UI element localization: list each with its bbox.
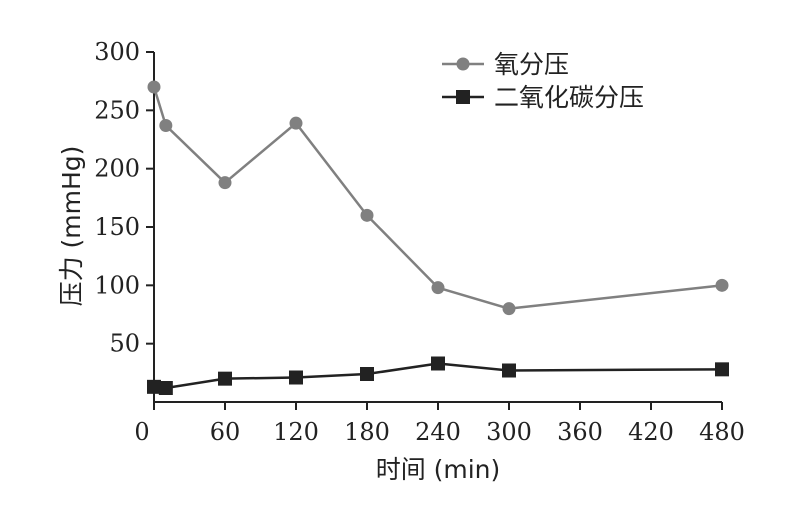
point-co2-0	[147, 379, 161, 394]
legend-label-co2: 二氧化碳分压	[494, 83, 644, 112]
point-oxygen-120	[289, 116, 303, 130]
series-line-co2	[153, 362, 723, 390]
x-tick-label-420: 420	[628, 418, 674, 446]
x-tick-label-120: 120	[273, 418, 319, 446]
y-tick-label-50: 50	[109, 330, 140, 358]
x-ticks: 0 60 120 180 240 300 360 420 480	[134, 402, 745, 446]
point-oxygen-10	[159, 119, 173, 132]
x-tick-label-360: 360	[557, 418, 603, 446]
x-tick-label-60: 60	[210, 418, 241, 446]
legend: 氧分压 二氧化碳分压	[442, 50, 644, 112]
point-co2-10	[158, 381, 173, 395]
y-axis-title: 压力 (mmHg)	[57, 146, 86, 307]
point-oxygen-240	[431, 281, 445, 295]
x-axis-title: 时间 (min)	[376, 455, 501, 484]
legend-marker-co2	[456, 90, 470, 104]
y-tick-label-150: 150	[94, 213, 140, 241]
y-ticks: 50 100 150 200 250 300	[94, 38, 154, 358]
y-tick-label-200: 200	[94, 155, 140, 183]
legend-marker-oxygen	[456, 57, 470, 71]
point-oxygen-0	[147, 80, 161, 94]
series-line-oxygen	[152, 86, 723, 310]
axes: 50 100 150 200 250 300 0 60 120 180 240 300 360 420 4…	[94, 38, 745, 446]
point-co2-180	[360, 367, 374, 381]
point-co2-60	[218, 371, 232, 386]
y-tick-label-100: 100	[94, 271, 140, 299]
point-co2-300	[502, 363, 516, 378]
x-tick-label-480: 480	[699, 418, 745, 446]
point-co2-120	[289, 370, 303, 385]
point-oxygen-480	[715, 278, 729, 292]
series-layer	[147, 80, 729, 395]
y-tick-label-300: 300	[94, 38, 140, 66]
point-oxygen-300	[502, 302, 516, 316]
legend-label-oxygen: 氧分压	[494, 50, 569, 79]
x-tick-label-240: 240	[415, 418, 461, 446]
point-oxygen-60	[218, 176, 232, 190]
x-tick-label-300: 300	[486, 418, 532, 446]
point-co2-240	[431, 356, 445, 371]
point-oxygen-180	[360, 208, 374, 222]
y-tick-label-250: 250	[94, 96, 140, 124]
x-tick-label-180: 180	[344, 418, 390, 446]
x-tick-label-0: 0	[134, 418, 149, 446]
point-co2-480	[715, 362, 729, 377]
